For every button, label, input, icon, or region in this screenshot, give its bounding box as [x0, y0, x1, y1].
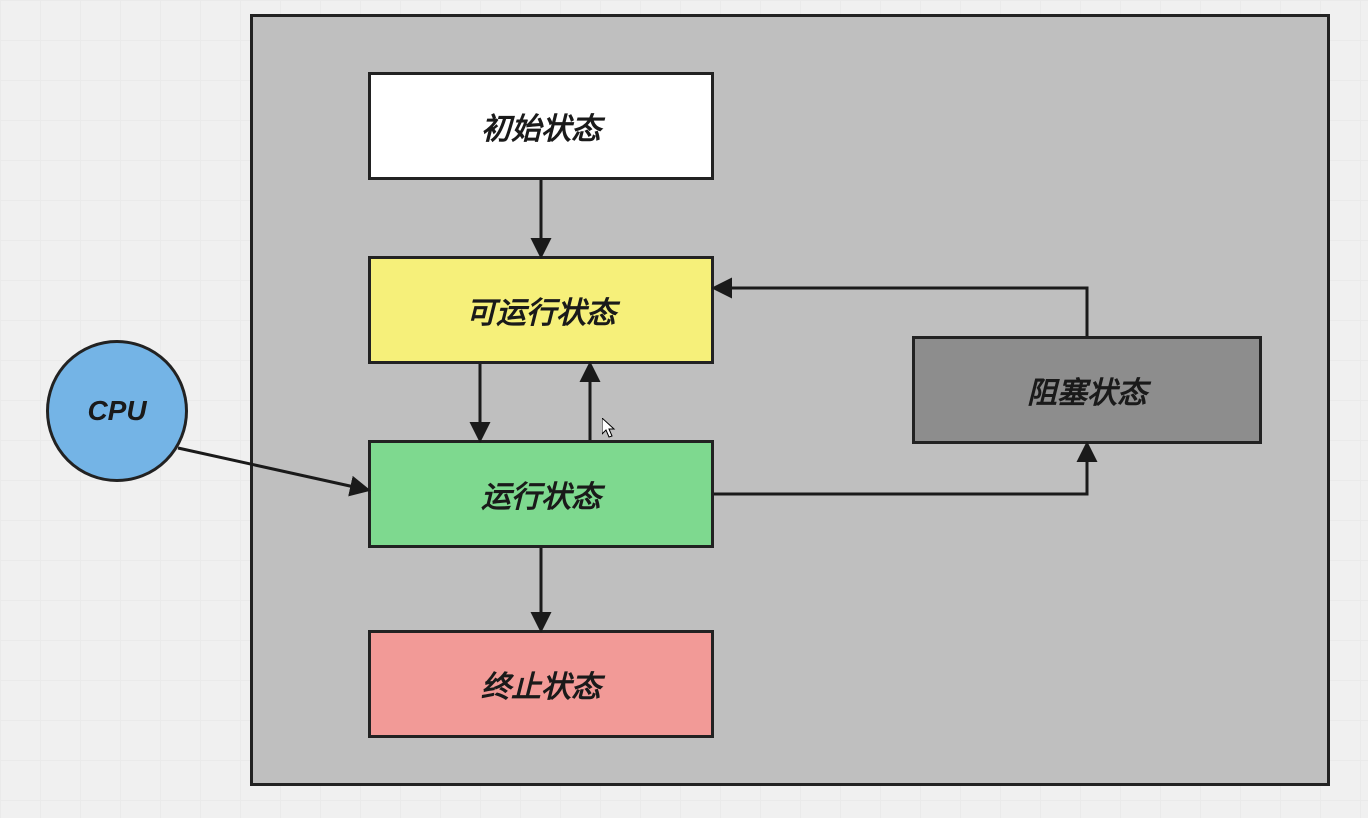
node-runnable-label: 可运行状态	[466, 288, 616, 332]
node-running: 运行状态	[368, 440, 714, 548]
node-initial: 初始状态	[368, 72, 714, 180]
node-runnable: 可运行状态	[368, 256, 714, 364]
cpu-label: CPU	[87, 395, 146, 427]
cpu-node: CPU	[46, 340, 188, 482]
node-terminated-label: 终止状态	[481, 662, 601, 706]
node-terminated: 终止状态	[368, 630, 714, 738]
node-initial-label: 初始状态	[481, 104, 601, 148]
node-blocked-label: 阻塞状态	[1027, 368, 1147, 412]
node-running-label: 运行状态	[481, 472, 601, 516]
node-blocked: 阻塞状态	[912, 336, 1262, 444]
